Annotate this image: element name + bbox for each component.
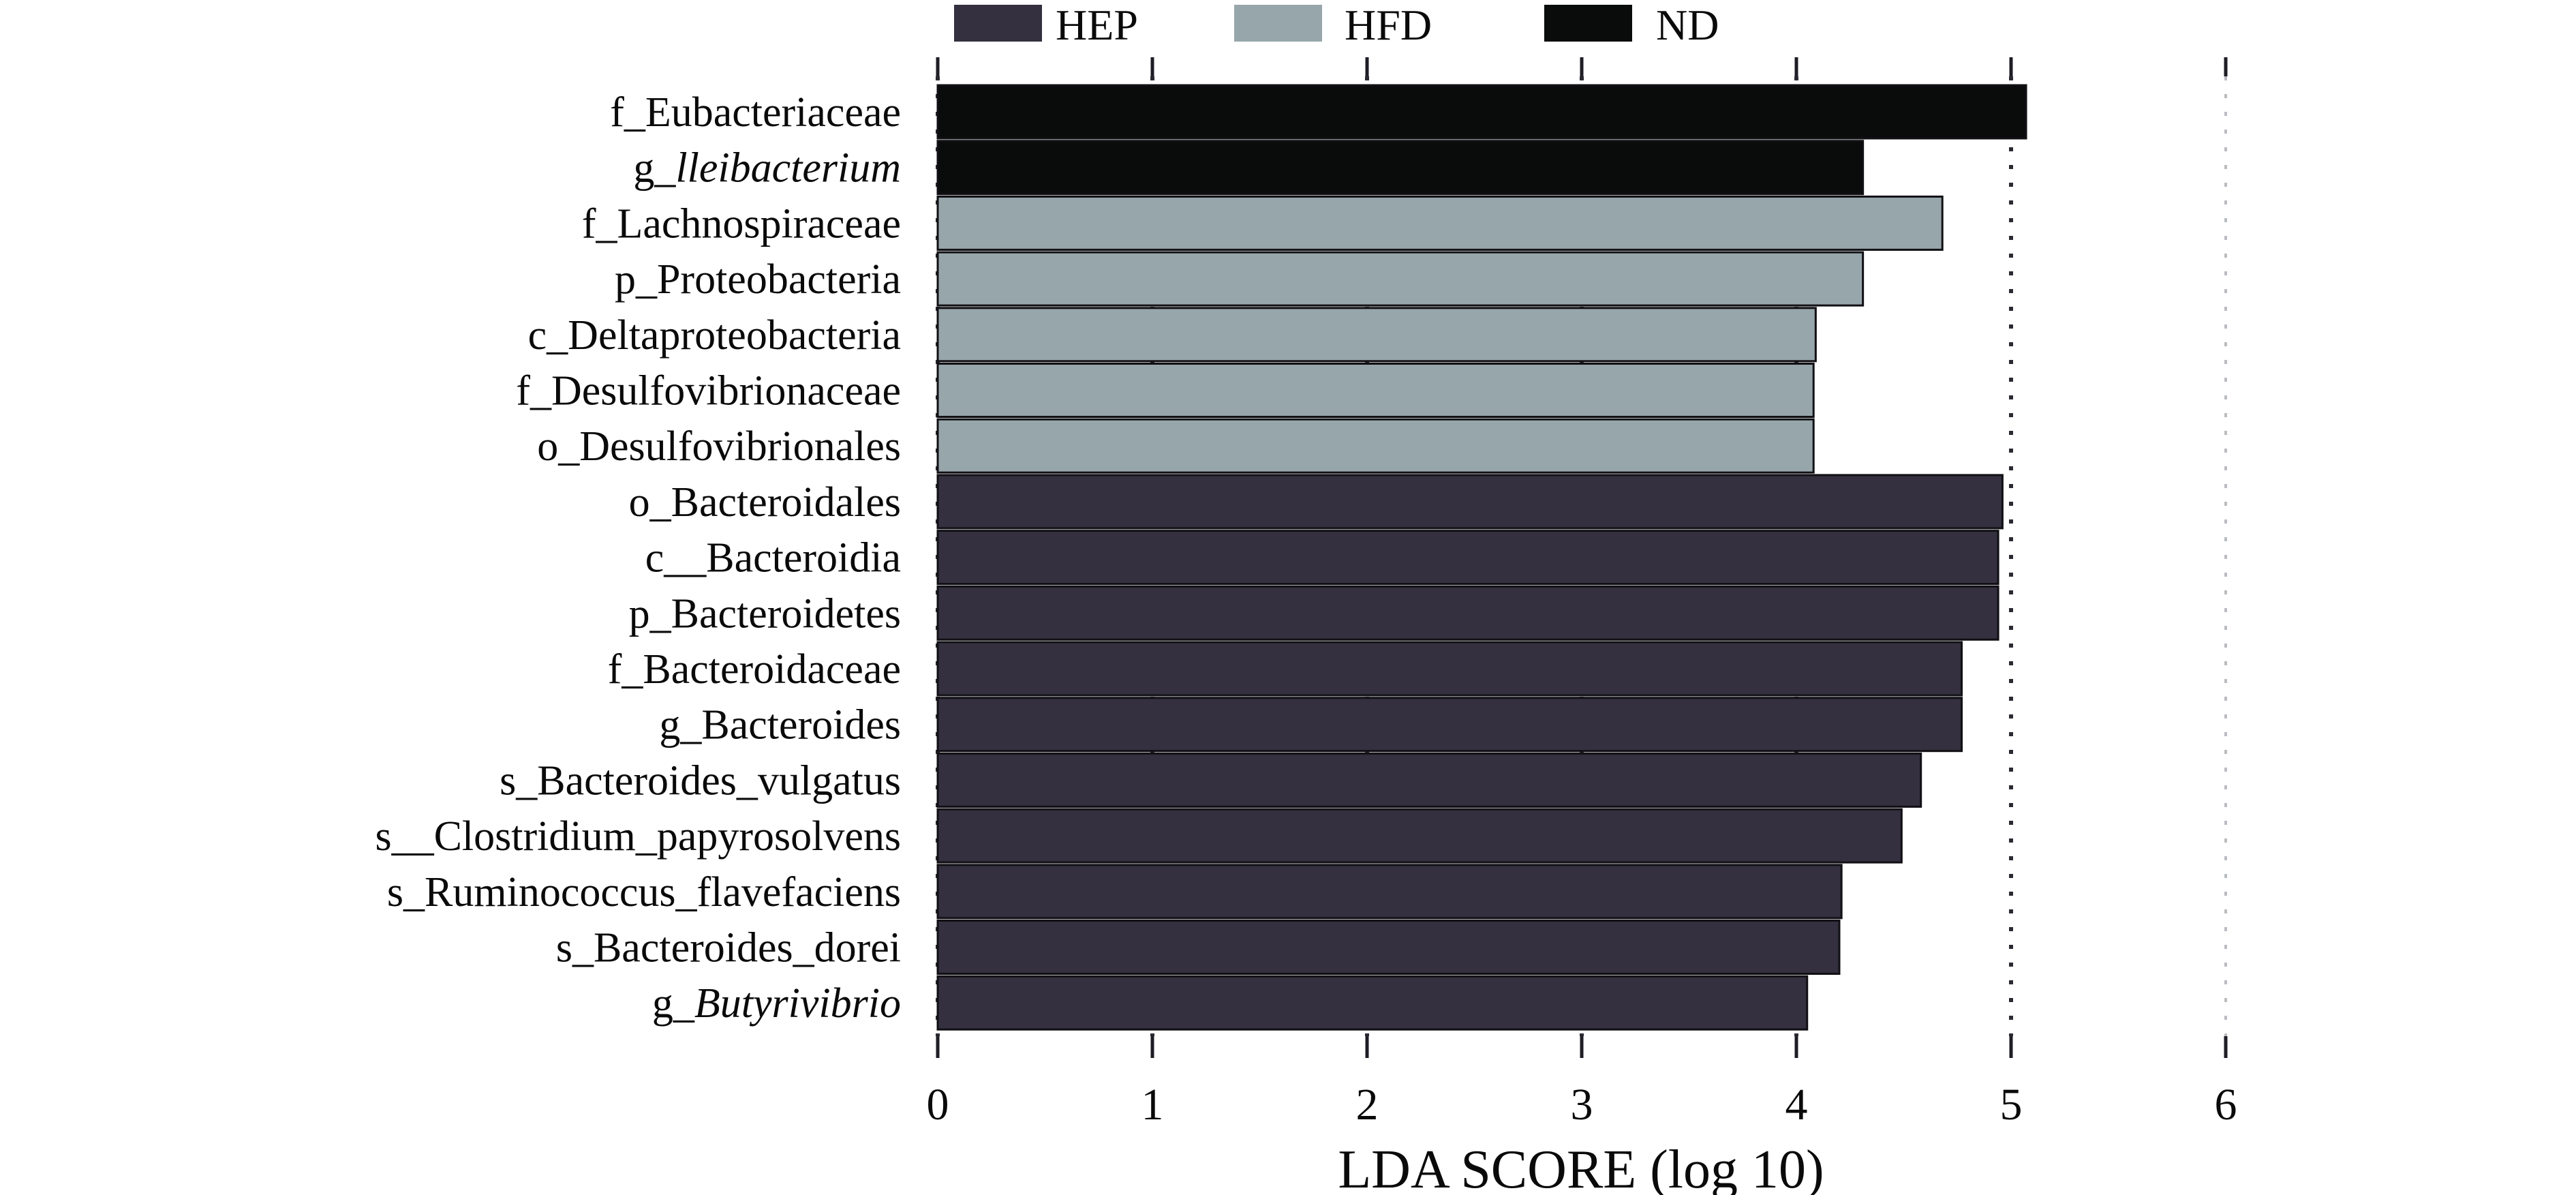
category-prefix: c__ [645,535,707,581]
category-prefix: f_ [516,368,552,414]
category-label: g_Butyrivibrio [652,980,901,1027]
category-label: s_Bacteroides_vulgatus [500,757,901,804]
bar-bacteroidales [936,474,2004,530]
category-prefix: f_ [608,646,644,693]
category-prefix: f_ [610,89,646,136]
bar-bacteroidia [936,530,1999,586]
category-name: Bacteroidaceae [643,646,901,693]
bar-bacteroidetes [936,585,1999,641]
bar-lachnospiraceae [936,195,1944,251]
category-prefix: s__ [375,813,434,860]
category-label: f_Lachnospiraceae [582,200,901,247]
bar-eubacteriaceae [936,84,2027,140]
bar-bacteroidaceae [936,641,1963,697]
category-label: g_Bacteroides [659,702,901,748]
category-name: Ruminococcus_flavefaciens [425,869,901,916]
tick-label-0: 0 [927,1080,949,1130]
x-axis-ticks: 0 1 2 3 4 5 6 [927,57,2237,1130]
legend: HEP HFD ND [954,1,1719,49]
bar-bacteroides_dorei [936,920,1841,975]
tick-label-5: 5 [2000,1080,2023,1130]
category-label: s_Bacteroides_dorei [556,925,901,971]
tick-label-6: 6 [2215,1080,2237,1130]
x-axis-title: LDA SCORE (log 10) [1338,1140,1824,1195]
category-name: Proteobacteria [657,256,901,303]
category-name: Bacteroidia [706,535,901,581]
category-name: Desulfovibrionaceae [551,368,901,414]
category-label: f_Bacteroidaceae [608,646,901,693]
category-name: Clostridium_papyrosolvens [434,813,901,860]
bar-bacteroides [936,697,1963,753]
tick-label-2: 2 [1356,1080,1379,1130]
bar-proteobacteria [936,251,1865,307]
bars [936,84,2027,1031]
category-label: o_Bacteroidales [629,479,901,526]
category-name: Lachnospiraceae [617,200,901,247]
tick-label-1: 1 [1141,1080,1164,1130]
category-prefix: p_ [629,590,672,637]
category-label: c_Deltaproteobacteria [528,312,901,359]
legend-swatch-hep [954,5,1042,42]
category-prefix: o_ [629,479,672,526]
category-label: p_Proteobacteria [615,256,901,303]
category-name: Deltaproteobacteria [568,312,901,359]
category-label: s_Ruminococcus_flavefaciens [387,869,901,916]
bar-deltaproteobacteria [936,307,1817,363]
category-prefix: s_ [500,757,538,804]
category-name: Eubacteriaceae [645,89,901,136]
category-labels: f_Eubacteriaceaeg_lleibacteriumf_Lachnos… [375,89,901,1027]
category-prefix: s_ [556,925,594,971]
category-name: Bacteroides_vulgatus [537,757,901,804]
bar-clostridium_papyrosolvens [936,808,1903,864]
bar-lleibacterium [936,140,1865,196]
category-name: Butyrivibrio [694,980,901,1027]
bar-desulfovibrionales [936,418,1815,474]
bar-bacteroides_vulgatus [936,752,1922,808]
category-label: c__Bacteroidia [645,535,901,581]
category-name: lleibacterium [675,145,901,192]
category-label: f_Desulfovibrionaceae [516,368,901,414]
bar-ruminococcus_flavefaciens [936,864,1843,920]
category-name: Bacteroidetes [671,590,901,637]
category-label: o_Desulfovibrionales [537,423,901,470]
legend-label-hfd: HFD [1345,1,1432,49]
category-prefix: g_ [633,145,676,192]
category-prefix: c_ [528,312,569,359]
category-prefix: o_ [537,423,580,470]
category-label: f_Eubacteriaceae [610,89,901,136]
category-prefix: g_ [652,980,695,1027]
category-label: g_lleibacterium [633,145,901,192]
legend-swatch-nd [1544,5,1632,42]
category-prefix: f_ [582,200,618,247]
legend-label-hep: HEP [1056,1,1138,49]
bar-desulfovibrionaceae [936,363,1815,418]
legend-swatch-hfd [1234,5,1322,42]
category-prefix: s_ [387,869,425,916]
category-name: Desulfovibrionales [579,423,901,470]
tick-label-4: 4 [1785,1080,1808,1130]
category-prefix: g_ [659,702,702,748]
category-name: Bacteroides [701,702,901,748]
tick-label-3: 3 [1571,1080,1593,1130]
bar-butyrivibrio [936,975,1809,1031]
category-prefix: p_ [615,256,658,303]
legend-label-nd: ND [1656,1,1719,49]
category-name: Bacteroides_dorei [594,925,901,971]
category-name: Bacteroidales [671,479,901,526]
category-label: p_Bacteroidetes [629,590,901,637]
category-label: s__Clostridium_papyrosolvens [375,813,901,860]
